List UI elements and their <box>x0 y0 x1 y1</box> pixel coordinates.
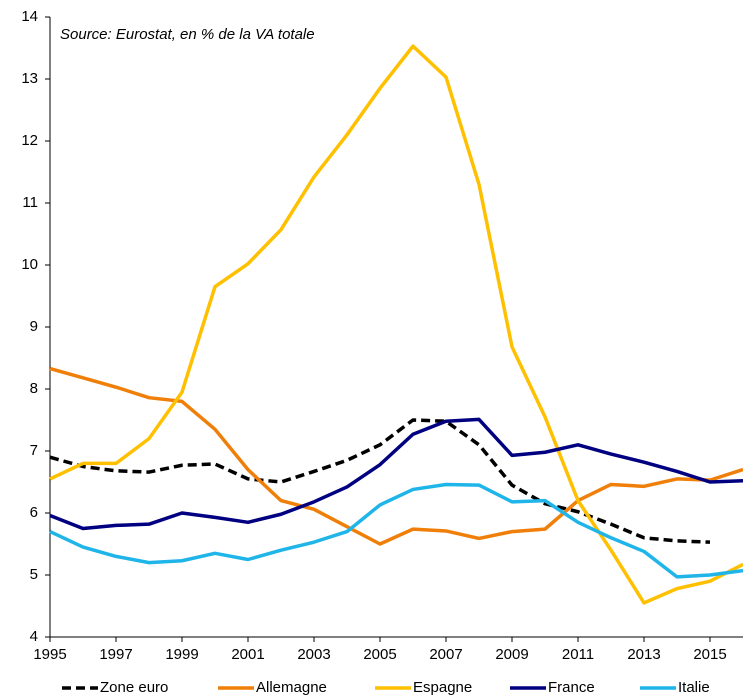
x-tick-label: 1999 <box>165 646 198 663</box>
y-tick-label: 4 <box>30 628 38 645</box>
y-tick-label: 10 <box>21 256 38 273</box>
series-line <box>49 44 743 605</box>
y-tick-label: 6 <box>30 504 38 521</box>
x-tick-label: 2003 <box>297 646 330 663</box>
series-line <box>49 482 743 579</box>
x-tick-label: 2011 <box>562 646 594 663</box>
series-line <box>49 417 743 531</box>
x-tick-label: 2013 <box>627 646 660 663</box>
series-line <box>49 418 711 544</box>
y-tick-label: 13 <box>21 70 38 87</box>
legend-label: Espagne <box>413 679 472 696</box>
y-tick-label: 8 <box>30 380 38 397</box>
x-tick-label: 1995 <box>33 646 66 663</box>
y-tick-label: 9 <box>30 318 38 335</box>
y-tick-label: 12 <box>21 132 38 149</box>
legend-label: Zone euro <box>100 679 168 696</box>
y-tick-label: 11 <box>22 194 38 211</box>
y-tick-label: 14 <box>21 8 38 25</box>
x-tick-label: 2007 <box>429 646 462 663</box>
legend-label: Italie <box>678 679 710 696</box>
x-tick-label: 1997 <box>99 646 132 663</box>
series-line <box>49 366 743 546</box>
x-tick-label: 2015 <box>693 646 726 663</box>
x-tick-label: 2009 <box>495 646 528 663</box>
x-tick-label: 2001 <box>231 646 264 663</box>
x-tick-label: 2005 <box>363 646 396 663</box>
y-tick-label: 7 <box>30 442 38 459</box>
legend-label: France <box>548 679 595 696</box>
annotation: Source: Eurostat, en % de la VA totale <box>60 26 315 43</box>
legend-label: Allemagne <box>256 679 327 696</box>
y-tick-label: 5 <box>30 566 38 583</box>
